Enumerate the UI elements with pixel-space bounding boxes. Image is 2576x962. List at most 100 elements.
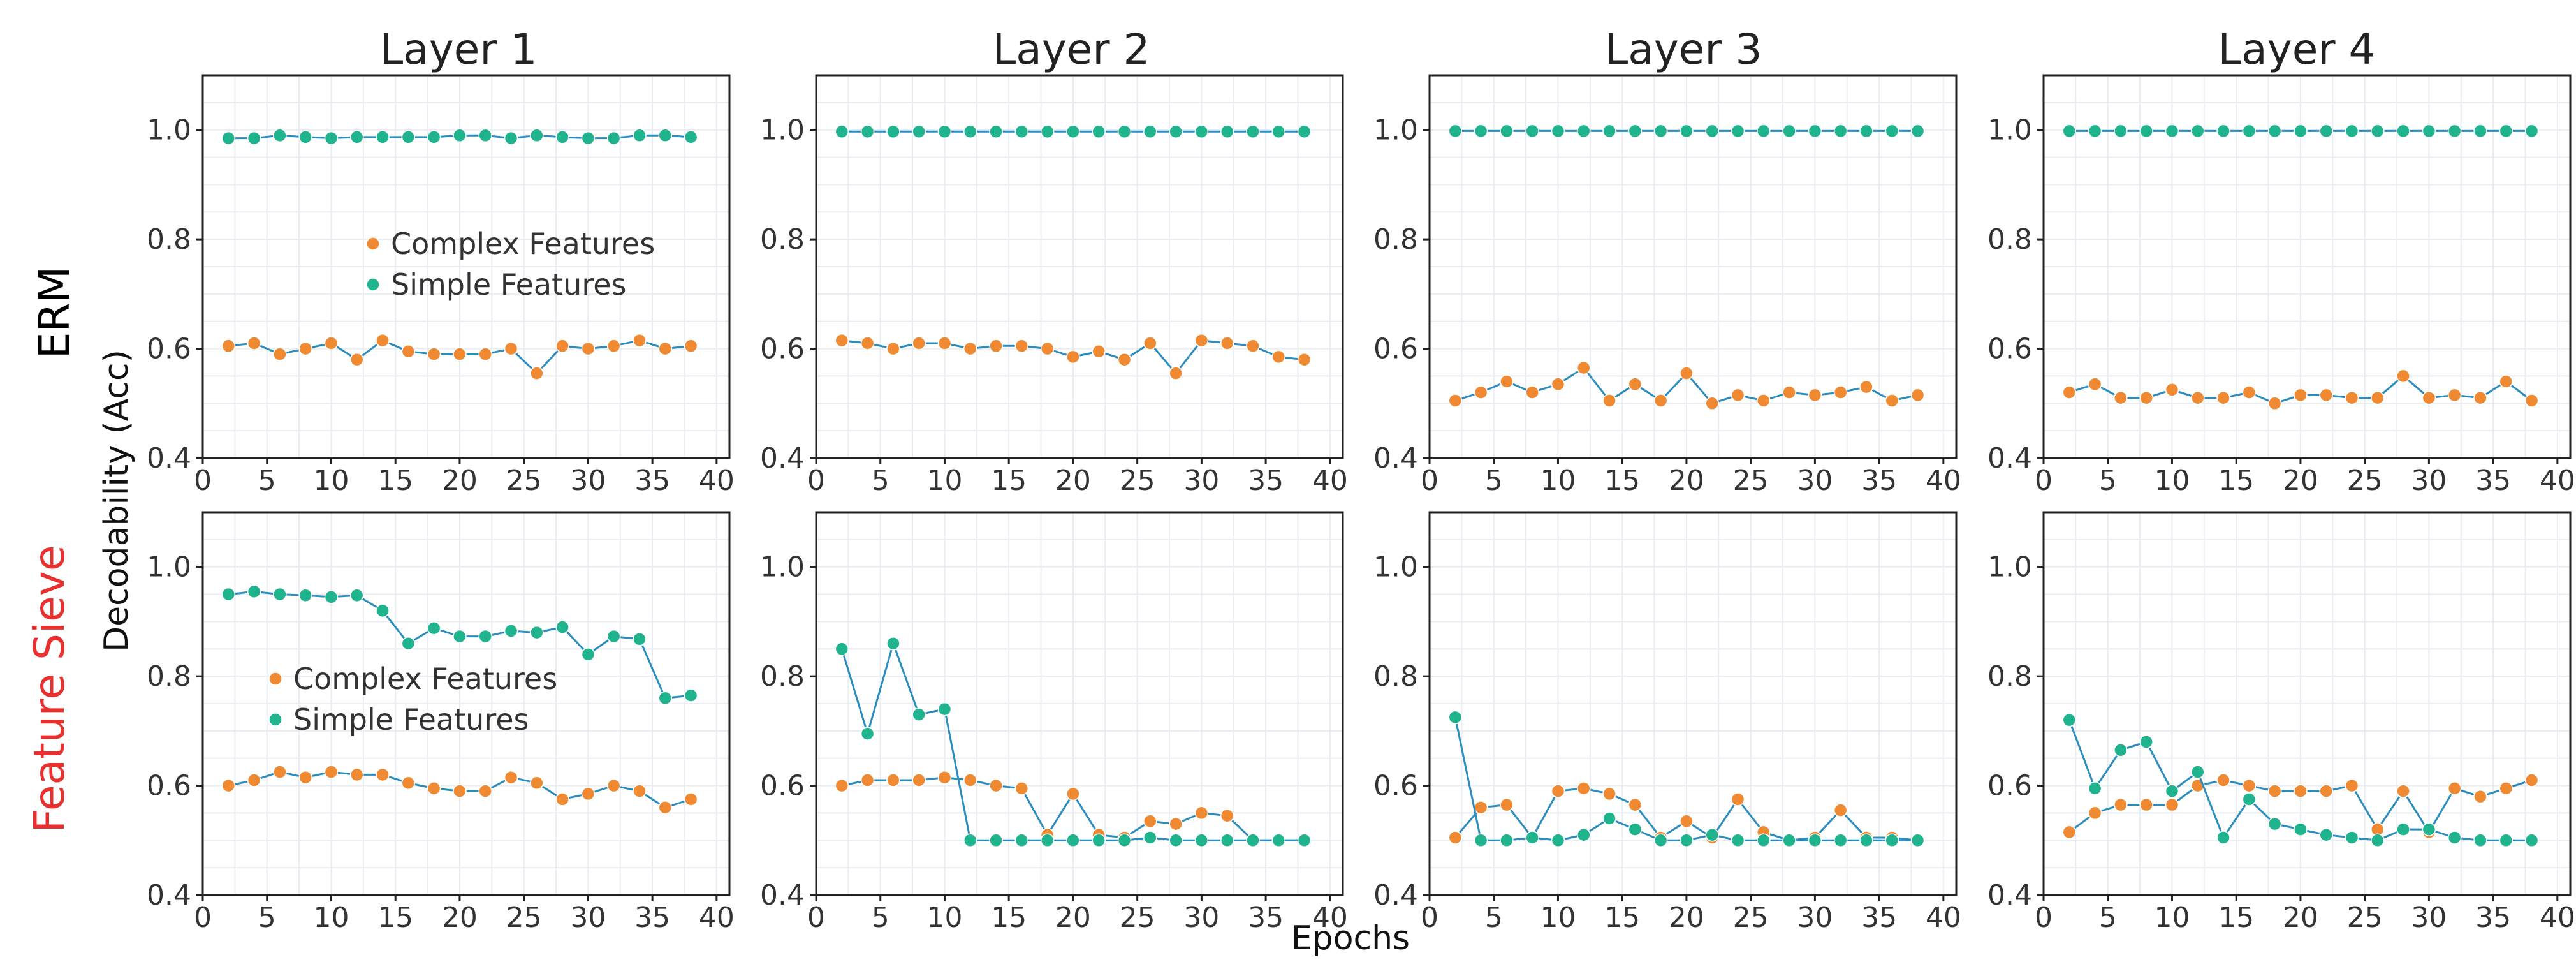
p5-complex-point: [1194, 806, 1209, 820]
p7-simple-point: [2114, 743, 2128, 757]
panel-feature-sieve-layer-1: 0 5 10 15 20 25 30 35 40 0.4 0.6 0.8 1.0 Complex Feat…: [147, 511, 735, 934]
p4-complex-point: [478, 784, 492, 798]
p2-simple-point: [1910, 124, 1925, 138]
p3-complex-point: [2447, 388, 2462, 403]
p0-simple-point: [247, 131, 261, 145]
p1-y-tick-label: 0.6: [760, 333, 805, 366]
p3-x-tick-label: 35: [2475, 464, 2511, 497]
p5-complex-point: [963, 773, 977, 787]
p2-complex-point: [1859, 380, 1873, 394]
p7-x-tick-label: 15: [2218, 901, 2254, 934]
p5-y-tick-label: 0.8: [760, 660, 805, 693]
p4-x-tick-label: 30: [570, 901, 606, 934]
p2-complex-point: [1782, 385, 1796, 399]
p6-x-tick-label: 20: [1669, 901, 1704, 934]
p6-complex-point: [1628, 797, 1643, 812]
p2-y-tick-label: 0.6: [1373, 333, 1418, 366]
p6-simple-point: [1602, 811, 1616, 825]
p4-simple-point: [376, 603, 390, 618]
p2-complex-point: [1448, 394, 1463, 408]
p0-complex-point: [530, 366, 544, 380]
p3-simple-point: [2396, 124, 2410, 138]
p3-simple-point: [2422, 124, 2436, 138]
p3-simple-point: [2062, 124, 2077, 138]
p3-complex-point: [2114, 390, 2128, 405]
p7-simple-point: [2191, 765, 2205, 779]
p3-simple-point: [2371, 124, 2385, 138]
p6-simple-point: [1757, 833, 1771, 848]
p2-simple-point: [1885, 124, 1899, 138]
p6-complex-point: [1577, 781, 1591, 796]
p5-simple-point: [1040, 833, 1055, 848]
p6-y-tick-label: 1.0: [1373, 551, 1418, 584]
p6-x-tick-label: 35: [1861, 901, 1897, 934]
p3-x-tick-label: 10: [2154, 464, 2190, 497]
p6-simple-point: [1833, 833, 1848, 848]
p0-x-tick-label: 40: [699, 464, 735, 497]
p7-simple-point: [2396, 822, 2410, 836]
p1-y-tick-label: 0.4: [760, 442, 805, 475]
p0-complex-point: [658, 341, 673, 356]
p6-complex-point: [1731, 792, 1745, 806]
p4-simple-point: [247, 584, 261, 599]
p7-complex-point: [2524, 773, 2539, 787]
p4-legend-simple-marker: [268, 713, 282, 727]
p1-complex-point: [1271, 350, 1286, 364]
p0-y-tick-label: 0.6: [147, 333, 191, 366]
p2-simple-point: [1448, 124, 1463, 138]
p0-simple-point: [478, 128, 492, 143]
p4-complex-point: [581, 787, 596, 801]
p2-x-tick-label: 15: [1604, 464, 1640, 497]
p3-complex-point: [2396, 369, 2410, 383]
p1-simple-point: [1169, 124, 1183, 139]
p2-complex-point: [1885, 394, 1899, 408]
p5-simple-point: [1143, 831, 1157, 845]
p2-simple-point: [1577, 124, 1591, 138]
p4-complex-point: [427, 781, 441, 796]
p1-complex-point: [1169, 366, 1183, 380]
p2-complex-point: [1808, 388, 1822, 403]
p3-simple-point: [2242, 124, 2257, 138]
p4-simple-point: [427, 621, 441, 635]
p2-simple-point: [1628, 124, 1643, 138]
p6-x-tick-label: 5: [1485, 901, 1503, 934]
p6-x-tick-label: 30: [1797, 901, 1833, 934]
p1-simple-point: [886, 124, 900, 139]
p5-complex-point: [912, 773, 926, 787]
p1-x-tick-label: 25: [1120, 464, 1155, 497]
p4-complex-point: [504, 770, 518, 785]
p5-simple-point: [1194, 833, 1209, 848]
p7-complex-point: [2062, 825, 2077, 840]
p6-simple-point: [1859, 833, 1873, 848]
p1-simple-point: [1297, 124, 1312, 139]
panel-feature-sieve-layer-2: 0 5 10 15 20 25 30 35 40 0.4 0.6 0.8 1.0: [760, 511, 1348, 934]
p1-complex-point: [1092, 344, 1106, 359]
p0-legend-complex-label: Complex Features: [391, 226, 655, 261]
p0-complex-point: [581, 341, 596, 356]
p7-complex-point: [2267, 784, 2282, 798]
p4-complex-point: [555, 792, 569, 806]
p0-complex-point: [221, 339, 236, 353]
p3-complex-point: [2191, 390, 2205, 405]
p5-complex-point: [1169, 817, 1183, 831]
p7-complex-point: [2447, 781, 2462, 796]
p5-simple-point: [886, 636, 900, 651]
column-title-layer-2: Layer 2: [993, 25, 1150, 74]
p1-complex-point: [912, 336, 926, 350]
p1-simple-point: [1066, 124, 1080, 139]
p1-simple-point: [1220, 124, 1234, 139]
p0-simple-point: [298, 130, 312, 144]
p1-x-tick-label: 20: [1055, 464, 1091, 497]
p7-complex-point: [2088, 806, 2102, 820]
p7-simple-point: [2371, 833, 2385, 848]
p7-x-tick-label: 25: [2347, 901, 2383, 934]
p4-legend-complex-marker: [268, 672, 282, 686]
p0-complex-point: [350, 352, 364, 367]
p1-complex-point: [963, 341, 977, 356]
p2-y-tick-label: 1.0: [1373, 114, 1418, 147]
p5-simple-point: [1220, 833, 1234, 848]
p2-complex-point: [1731, 388, 1745, 403]
p5-simple-point: [1066, 833, 1080, 848]
p6-complex-point: [1833, 803, 1848, 817]
